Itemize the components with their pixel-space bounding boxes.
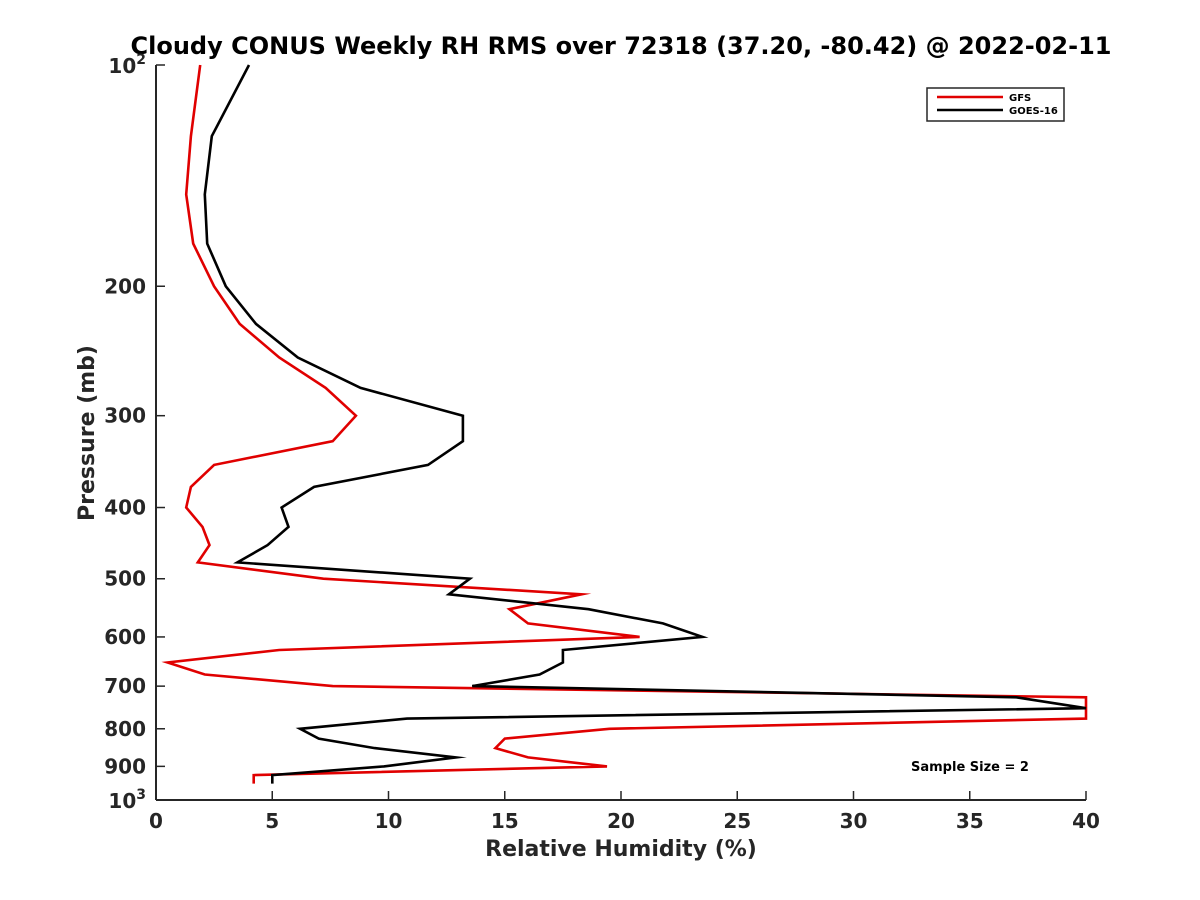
legend: GFS GOES-16 bbox=[926, 87, 1065, 122]
series-layer bbox=[161, 64, 1088, 784]
x-tick-label: 10 bbox=[375, 809, 403, 833]
x-tick-label: 0 bbox=[149, 809, 163, 833]
y-tick-label: 700 bbox=[104, 674, 146, 698]
x-tick-label: 40 bbox=[1072, 809, 1100, 833]
series-line-goes16 bbox=[203, 64, 1087, 784]
x-axis-ticks: 0 5 10 15 20 25 30 35 40 bbox=[149, 791, 1100, 833]
y-tick-label: 500 bbox=[104, 567, 146, 591]
series-line-gfs bbox=[161, 64, 1088, 784]
y-axis-label: Pressure (mb) bbox=[75, 345, 100, 521]
x-tick-label: 30 bbox=[840, 809, 868, 833]
legend-box bbox=[926, 87, 1065, 122]
x-tick-label: 25 bbox=[723, 809, 751, 833]
y-axis-ticks: 102 200 300 400 500 600 700 800 900 103 bbox=[104, 52, 165, 813]
x-tick-label: 20 bbox=[607, 809, 635, 833]
y-tick-label: 103 bbox=[108, 787, 146, 813]
y-tick-label: 400 bbox=[104, 496, 146, 520]
y-tick-label: 800 bbox=[104, 717, 146, 741]
y-tick-label: 900 bbox=[104, 754, 146, 778]
x-tick-label: 5 bbox=[265, 809, 279, 833]
legend-label-goes16: GOES-16 bbox=[1009, 106, 1058, 117]
x-tick-label: 15 bbox=[491, 809, 519, 833]
legend-label-gfs: GFS bbox=[1009, 93, 1031, 104]
sample-size-annotation: Sample Size = 2 bbox=[911, 760, 1029, 775]
x-axis-label: Relative Humidity (%) bbox=[485, 837, 757, 862]
y-tick-label: 300 bbox=[104, 404, 146, 428]
y-tick-label: 200 bbox=[104, 274, 146, 298]
chart-title: Cloudy CONUS Weekly RH RMS over 72318 (3… bbox=[131, 32, 1112, 60]
y-tick-label: 600 bbox=[104, 625, 146, 649]
x-tick-label: 35 bbox=[956, 809, 984, 833]
y-tick-label: 102 bbox=[108, 52, 146, 78]
